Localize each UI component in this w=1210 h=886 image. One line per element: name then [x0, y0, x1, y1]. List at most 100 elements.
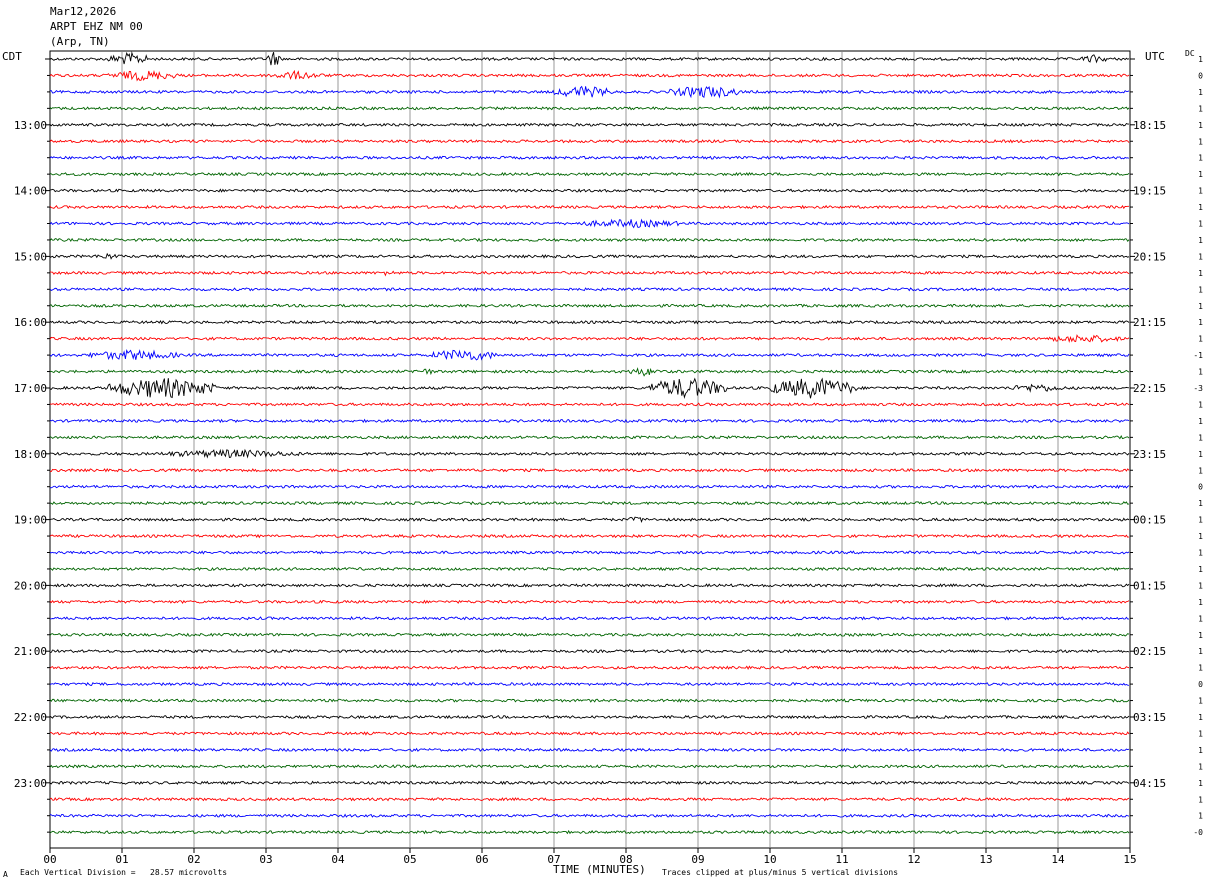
left-hour-label: 20:00: [14, 579, 47, 592]
trace-row-16: [49, 319, 1130, 325]
left-hour-label: 15:00: [14, 250, 47, 263]
dc-offset-label: 1: [1198, 516, 1203, 525]
dc-offset-label: 1: [1198, 203, 1203, 212]
trace-row-22: [49, 418, 1130, 424]
station-code: ARPT EHZ NM 00: [50, 20, 143, 33]
right-hour-label: 01:15: [1133, 579, 1166, 592]
corner-mark: A: [3, 870, 8, 879]
scale-note: Each Vertical Division = 28.57 microvolt…: [20, 868, 228, 877]
trace-row-27: [49, 501, 1130, 506]
right-hour-label: 23:15: [1133, 448, 1166, 461]
x-tick-label: 12: [907, 853, 920, 866]
trace-row-6: [49, 155, 1130, 160]
trace-row-19: [49, 367, 1130, 377]
dc-offset-label: 1: [1198, 400, 1203, 409]
trace-row-43: [49, 764, 1130, 769]
trace-row-13: [49, 270, 1130, 277]
right-hour-label: 00:15: [1133, 514, 1166, 527]
dc-offset-label: 1: [1198, 121, 1203, 130]
dc-offset-label: -3: [1193, 384, 1203, 393]
x-tick-label: 15: [1123, 853, 1136, 866]
dc-offset-label: 1: [1198, 417, 1203, 426]
trace-row-34: [49, 616, 1130, 621]
dc-offset-label: 1: [1198, 154, 1203, 163]
x-tick-label: 00: [43, 853, 56, 866]
trace-row-25: [49, 468, 1130, 473]
dc-offset-label: 1: [1198, 762, 1203, 771]
x-tick-label: 08: [619, 853, 632, 866]
dc-offset-label: 1: [1198, 565, 1203, 574]
station-date: Mar12,2026: [50, 5, 117, 18]
trace-row-29: [49, 533, 1130, 539]
x-tick-label: 03: [259, 853, 272, 866]
trace-row-20: [49, 377, 1130, 399]
dc-offset-label: 1: [1198, 368, 1203, 377]
x-axis-title: TIME (MINUTES): [553, 863, 646, 876]
trace-row-3: [49, 106, 1130, 111]
trace-row-14: [49, 287, 1130, 292]
dc-offset-label: 1: [1198, 285, 1203, 294]
left-hour-label: 18:00: [14, 448, 47, 461]
left-hour-label: 14:00: [14, 185, 47, 198]
trace-row-30: [49, 550, 1130, 555]
dc-offset-label: 1: [1198, 137, 1203, 146]
trace-row-46: [49, 813, 1130, 818]
x-tick-label: 07: [547, 853, 560, 866]
dc-offset-label: 1: [1198, 104, 1203, 113]
right-hour-label: 18:15: [1133, 119, 1166, 132]
left-hour-label: 19:00: [14, 514, 47, 527]
dc-offset-label: 1: [1198, 532, 1203, 541]
x-tick-label: 09: [691, 853, 704, 866]
dc-offset-label: 1: [1198, 302, 1203, 311]
right-hour-label: 19:15: [1133, 185, 1166, 198]
dc-offset-label: 0: [1198, 680, 1203, 689]
x-tick-label: 13: [979, 853, 992, 866]
dc-offset-label: 1: [1198, 236, 1203, 245]
trace-row-7: [49, 171, 1130, 177]
dc-offset-label: 0: [1198, 71, 1203, 80]
dc-offset-label: 1: [1198, 647, 1203, 656]
trace-row-0: [49, 51, 1130, 66]
trace-row-45: [49, 797, 1130, 802]
dc-offset-label: 1: [1198, 187, 1203, 196]
trace-row-10: [49, 218, 1130, 229]
left-hour-label: 22:00: [14, 711, 47, 724]
dc-offset-label: 1: [1198, 664, 1203, 673]
station-location: (Arp, TN): [50, 35, 110, 48]
trace-row-2: [49, 85, 1130, 99]
dc-offset-label: 1: [1198, 55, 1203, 64]
trace-row-40: [49, 714, 1130, 720]
trace-row-15: [49, 303, 1130, 308]
dc-offset-label: 1: [1198, 697, 1203, 706]
dc-offset-label: 1: [1198, 466, 1203, 475]
trace-row-9: [49, 204, 1130, 210]
dc-offset-label: 1: [1198, 433, 1203, 442]
right-hour-label: 22:15: [1133, 382, 1166, 395]
dc-offset-label: 1: [1198, 812, 1203, 821]
dc-offset-label: 1: [1198, 269, 1203, 278]
right-hour-label: 03:15: [1133, 711, 1166, 724]
x-tick-label: 04: [331, 853, 345, 866]
trace-row-26: [49, 484, 1130, 489]
dc-offset-label: 1: [1198, 252, 1203, 261]
right-hour-label: 04:15: [1133, 777, 1166, 790]
trace-row-28: [49, 516, 1130, 524]
dc-offset-label: 1: [1198, 318, 1203, 327]
trace-row-18: [49, 348, 1130, 361]
trace-row-42: [49, 747, 1130, 753]
trace-row-23: [49, 435, 1130, 440]
trace-row-38: [49, 681, 1130, 687]
dc-offset-label: 1: [1198, 88, 1203, 97]
trace-row-47: [49, 829, 1130, 835]
dc-offset-label: 1: [1198, 335, 1203, 344]
trace-row-37: [49, 665, 1130, 670]
left-hour-label: 17:00: [14, 382, 47, 395]
dc-offset-label: -1: [1193, 351, 1203, 360]
dc-offset-label: 1: [1198, 713, 1203, 722]
trace-row-41: [49, 731, 1130, 736]
x-tick-label: 01: [115, 853, 128, 866]
trace-row-36: [49, 648, 1130, 654]
right-hour-label: 02:15: [1133, 645, 1166, 658]
dc-offset-label: 1: [1198, 170, 1203, 179]
